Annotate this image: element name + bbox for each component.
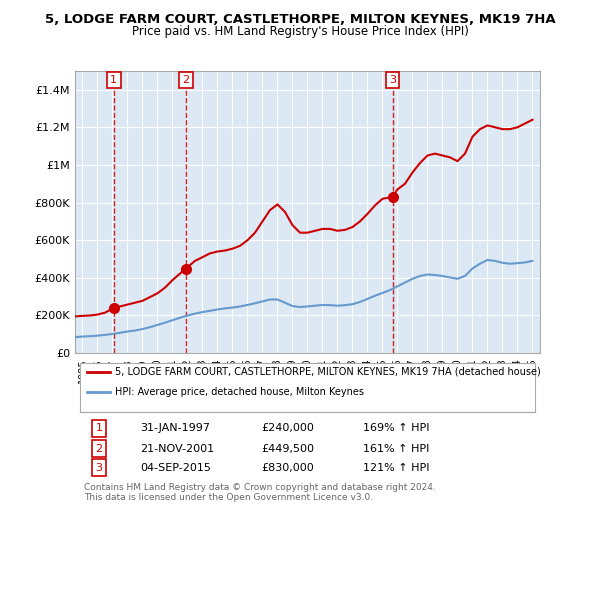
Text: £830,000: £830,000	[261, 463, 314, 473]
Text: 5, LODGE FARM COURT, CASTLETHORPE, MILTON KEYNES, MK19 7HA (detached house): 5, LODGE FARM COURT, CASTLETHORPE, MILTO…	[115, 367, 540, 377]
FancyBboxPatch shape	[80, 363, 535, 412]
Text: 21-NOV-2001: 21-NOV-2001	[140, 444, 214, 454]
Text: 121% ↑ HPI: 121% ↑ HPI	[364, 463, 430, 473]
Text: 169% ↑ HPI: 169% ↑ HPI	[364, 423, 430, 433]
Text: Contains HM Land Registry data © Crown copyright and database right 2024.
This d: Contains HM Land Registry data © Crown c…	[84, 483, 436, 502]
Text: £449,500: £449,500	[261, 444, 314, 454]
Text: 5, LODGE FARM COURT, CASTLETHORPE, MILTON KEYNES, MK19 7HA: 5, LODGE FARM COURT, CASTLETHORPE, MILTO…	[44, 13, 556, 26]
Text: 2: 2	[95, 444, 103, 454]
Text: 2: 2	[182, 75, 190, 85]
Text: 1: 1	[95, 423, 103, 433]
Text: 04-SEP-2015: 04-SEP-2015	[140, 463, 211, 473]
Text: 161% ↑ HPI: 161% ↑ HPI	[364, 444, 430, 454]
Text: HPI: Average price, detached house, Milton Keynes: HPI: Average price, detached house, Milt…	[115, 387, 364, 397]
Text: 3: 3	[389, 75, 396, 85]
Text: 3: 3	[95, 463, 103, 473]
Text: 1: 1	[110, 75, 117, 85]
Text: £240,000: £240,000	[261, 423, 314, 433]
Text: 31-JAN-1997: 31-JAN-1997	[140, 423, 210, 433]
Text: Price paid vs. HM Land Registry's House Price Index (HPI): Price paid vs. HM Land Registry's House …	[131, 25, 469, 38]
